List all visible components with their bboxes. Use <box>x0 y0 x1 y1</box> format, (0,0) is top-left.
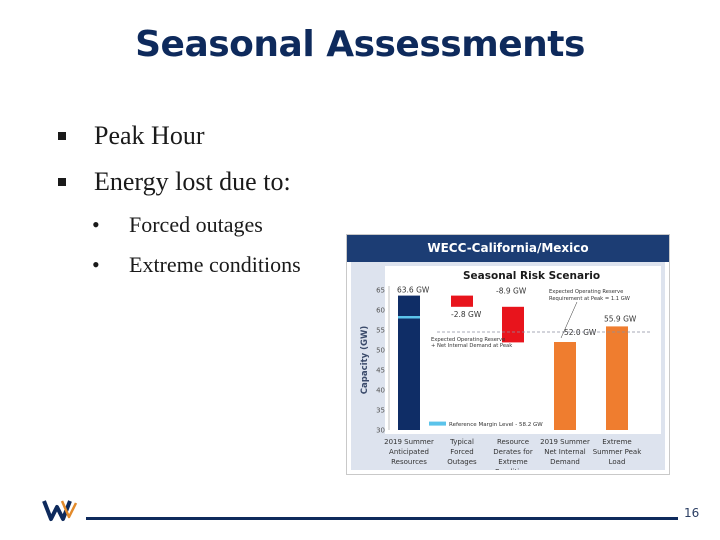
sub-bullet-text: Forced outages <box>129 212 263 237</box>
sub-bullet-text: Extreme conditions <box>129 252 301 277</box>
figure-header: WECC-California/Mexico <box>347 235 669 262</box>
y-tick-label: 35 <box>376 407 385 415</box>
x-category-label: Resources <box>391 458 427 466</box>
round-bullet-icon: • <box>92 252 100 277</box>
x-category-label: Outages <box>447 458 477 466</box>
x-category-label: Forced <box>450 448 473 456</box>
reference-margin-legend-swatch <box>429 421 446 426</box>
y-tick-label: 30 <box>376 427 385 435</box>
chart-bar <box>398 295 420 430</box>
footer-divider <box>86 517 678 520</box>
x-category-label: Extreme <box>602 438 631 446</box>
y-tick-label: 50 <box>376 347 385 355</box>
round-bullet-icon: • <box>92 212 100 237</box>
y-tick-label: 45 <box>376 367 385 375</box>
chart-bar <box>606 326 628 430</box>
x-category-label: Extreme <box>498 458 527 466</box>
x-category-label: Net Internal <box>544 448 586 456</box>
x-category-label: 2019 Summer <box>384 438 434 446</box>
square-bullet-icon <box>58 178 66 186</box>
y-tick-label: 55 <box>376 327 385 335</box>
chart-area: Seasonal Risk Scenario Capacity (GW) 65 60 5… <box>351 262 665 470</box>
x-category-label: Summer Peak <box>593 448 642 456</box>
y-tick-label: 40 <box>376 387 385 395</box>
bar-data-label: 52.0 GW <box>564 328 597 337</box>
x-category-label: 2019 Summer <box>540 438 590 446</box>
reference-margin-legend-label: Reference Margin Level - 58.2 GW <box>449 422 543 428</box>
bullet-text: Peak Hour <box>94 121 205 150</box>
bar-data-label: -8.9 GW <box>496 287 527 296</box>
bullet-list: Peak Hour Energy lost due to: • Forced o… <box>58 118 301 290</box>
chart-title: Seasonal Risk Scenario <box>463 270 600 282</box>
risk-scenario-chart: Seasonal Risk Scenario Capacity (GW) 65 60 5… <box>360 266 661 470</box>
y-axis-label: Capacity (GW) <box>360 326 370 395</box>
x-category-label: Load <box>609 458 626 466</box>
annotation-text: Expected Operating Reserve <box>549 289 623 295</box>
annotation-leader-line <box>560 301 578 339</box>
annotation-text: Expected Operating Reserve <box>431 337 505 343</box>
chart-bar <box>554 342 576 430</box>
bar-data-label: 55.9 GW <box>604 314 637 323</box>
x-category-label: Derates for <box>493 448 533 456</box>
chart-bar <box>502 306 524 343</box>
bullet-item: Peak Hour <box>58 118 301 164</box>
annotation-text: + Net Internal Demand at Peak <box>431 343 512 349</box>
x-category-label: Demand <box>550 458 580 466</box>
sub-bullet-item: • Forced outages <box>58 210 301 250</box>
y-tick-label: 60 <box>376 307 385 315</box>
sub-bullet-item: • Extreme conditions <box>58 250 301 290</box>
slide-title: Seasonal Assessments <box>135 24 585 65</box>
square-bullet-icon <box>58 132 66 140</box>
bar-data-label: 63.6 GW <box>397 286 430 295</box>
x-category-label: Conditions <box>494 468 531 470</box>
risk-scenario-figure: WECC-California/Mexico Seasonal Risk Sce… <box>346 234 670 475</box>
y-tick-label: 65 <box>376 287 385 295</box>
page-number: 16 <box>684 506 700 520</box>
wecc-logo <box>42 497 82 528</box>
x-category-label: Resource <box>497 438 529 446</box>
bullet-text: Energy lost due to: <box>94 167 291 196</box>
annotation-text: Requirement at Peak = 1.1 GW <box>549 296 630 302</box>
bullet-item: Energy lost due to: <box>58 164 301 210</box>
chart-bar <box>451 295 473 307</box>
x-category-label: Typical <box>449 438 474 446</box>
x-category-label: Anticipated <box>389 448 429 456</box>
bar-data-label: -2.8 GW <box>451 310 482 319</box>
